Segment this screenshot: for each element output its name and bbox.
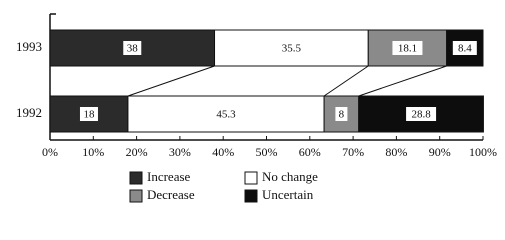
- value-label-box: [392, 41, 423, 55]
- bar-segment: [214, 29, 369, 67]
- legend-label: Decrease: [147, 187, 195, 202]
- connector: [127, 65, 215, 97]
- value-label-box: [335, 107, 348, 121]
- chart: 0% 10% 20% 30% 40% 50% 60% 70% 80% 90% 100% 1993 38 3…: [16, 13, 497, 203]
- value-label: 8.4: [458, 43, 472, 55]
- x-tick-label: 20%: [126, 145, 148, 159]
- x-tick-label: 30%: [169, 145, 191, 159]
- category-label: 1992: [16, 105, 42, 120]
- legend-label: Increase: [147, 169, 191, 184]
- value-label: 35.5: [282, 43, 302, 55]
- x-tick-label: 100%: [469, 145, 497, 159]
- legend-swatch: [244, 189, 258, 203]
- x-tick-label: 40%: [212, 145, 234, 159]
- value-label-box: [123, 41, 142, 55]
- connector: [323, 65, 369, 97]
- x-tick-label: 60%: [299, 145, 321, 159]
- value-label-box: [79, 107, 98, 121]
- value-label: 18.1: [398, 43, 417, 55]
- legend-swatch: [244, 171, 258, 185]
- value-label: 45.3: [216, 109, 236, 121]
- value-label: 18: [83, 109, 95, 121]
- x-tick-label: 90%: [429, 145, 451, 159]
- legend-label: Uncertain: [262, 187, 314, 202]
- value-label: 28.8: [411, 109, 431, 121]
- legend-swatch: [129, 171, 143, 185]
- x-tick-label: 80%: [385, 145, 407, 159]
- legend-label: No change: [262, 169, 318, 184]
- x-tick-label: 70%: [342, 145, 364, 159]
- legend-swatch: [129, 189, 143, 203]
- bar-segment: [446, 29, 484, 67]
- value-label-box: [452, 41, 477, 55]
- x-tick-label: 10%: [82, 145, 104, 159]
- value-label: 38: [127, 43, 139, 55]
- connector: [358, 65, 447, 97]
- value-label-box: [406, 107, 437, 121]
- value-label: 8: [339, 109, 345, 121]
- category-label: 1993: [16, 39, 42, 54]
- x-tick-label: 50%: [256, 145, 278, 159]
- x-tick-label: 0%: [42, 145, 58, 159]
